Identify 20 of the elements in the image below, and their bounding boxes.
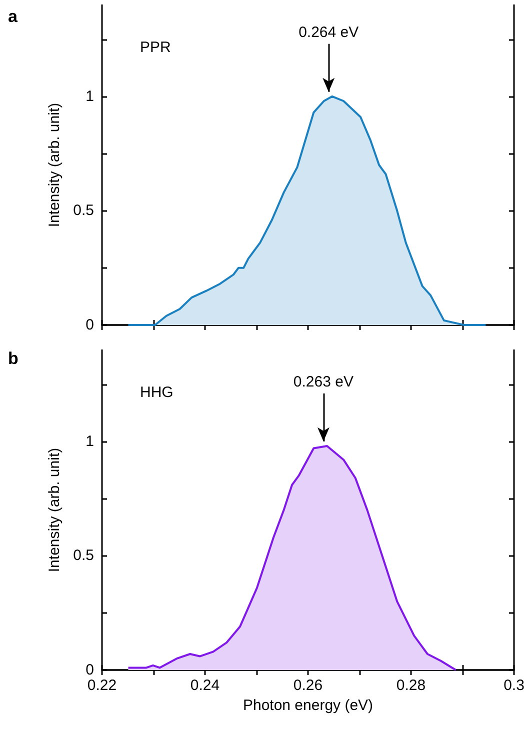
annotation: 0.263 eV: [293, 373, 354, 390]
y-tick-label: 0.5: [73, 202, 94, 220]
annotation: 0.264 eV: [298, 24, 359, 41]
y-tick-label: 0.5: [73, 547, 94, 564]
x-tick-label: 0.3: [504, 677, 524, 694]
y-axis-title: Intensity (arb. unit): [46, 102, 63, 228]
y-axis-title: Intensity (arb. unit): [46, 448, 63, 572]
chart-title: a: [8, 7, 18, 26]
annotation: PPR: [140, 39, 172, 56]
x-tick-label: 0.24: [190, 677, 220, 694]
x-tick-label: 0.22: [87, 677, 117, 694]
x-tick-label: 0.28: [396, 677, 426, 694]
x-axis-title: Photon energy (eV): [242, 697, 374, 714]
y-tick-label: 0: [86, 662, 94, 678]
annotation: HHG: [140, 384, 174, 401]
y-tick-label: 0: [86, 316, 94, 334]
x-tick-label: 0.26: [293, 677, 323, 694]
y-tick-label: 1: [86, 432, 94, 450]
y-tick-label: 1: [86, 88, 94, 105]
chart-title: b: [8, 349, 18, 368]
